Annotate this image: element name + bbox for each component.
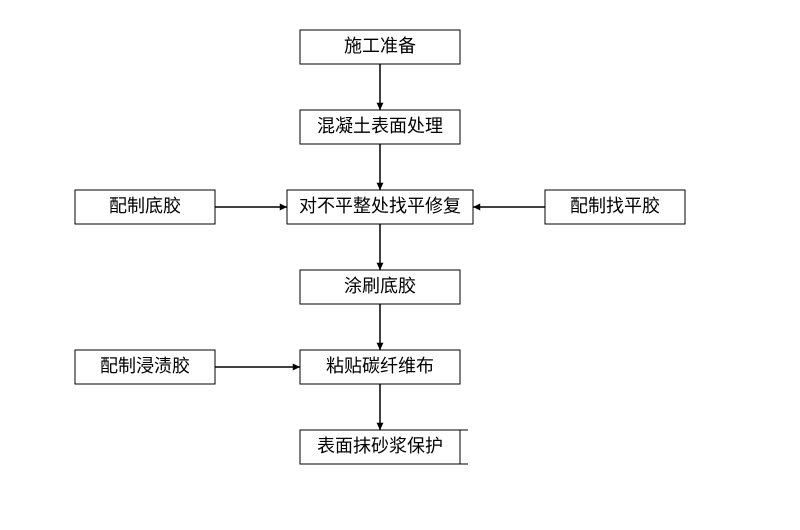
flow-edge bbox=[377, 64, 384, 110]
flow-edge bbox=[473, 204, 545, 211]
flow-node-s1: 配制底胶 bbox=[75, 190, 215, 224]
flow-node-label: 粘贴碳纤维布 bbox=[326, 356, 434, 376]
flow-edge bbox=[377, 384, 384, 430]
flow-node-s2: 配制找平胶 bbox=[545, 190, 685, 224]
flow-node-label: 涂刷底胶 bbox=[344, 276, 416, 296]
flow-edge bbox=[215, 364, 300, 371]
flow-node-s3: 配制浸渍胶 bbox=[75, 350, 215, 384]
arrowhead-icon bbox=[377, 103, 384, 110]
flow-node-n6: 表面抹砂浆保护 bbox=[300, 430, 460, 464]
flow-node-label: 配制浸渍胶 bbox=[100, 356, 190, 376]
flow-edge bbox=[215, 204, 287, 211]
flowchart-canvas: 施工准备混凝土表面处理对不平整处找平修复涂刷底胶粘贴碳纤维布表面抹砂浆保护 配制底… bbox=[0, 0, 800, 530]
flow-node-n1: 施工准备 bbox=[300, 30, 460, 64]
arrowhead-icon bbox=[377, 343, 384, 350]
flow-node-n5: 粘贴碳纤维布 bbox=[300, 350, 460, 384]
flow-node-n2: 混凝土表面处理 bbox=[300, 110, 460, 144]
flow-node-label: 对不平整处找平修复 bbox=[299, 196, 461, 216]
flow-node-label: 配制找平胶 bbox=[570, 196, 660, 216]
flow-node-label: 施工准备 bbox=[344, 36, 416, 56]
arrowhead-icon bbox=[377, 423, 384, 430]
flow-edge bbox=[377, 304, 384, 350]
arrowhead-icon bbox=[280, 204, 287, 211]
arrowhead-icon bbox=[377, 263, 384, 270]
flow-node-n4: 涂刷底胶 bbox=[300, 270, 460, 304]
arrowhead-icon bbox=[473, 204, 480, 211]
flow-edge bbox=[377, 144, 384, 190]
flow-node-label: 配制底胶 bbox=[109, 196, 181, 216]
flow-node-label: 表面抹砂浆保护 bbox=[317, 436, 443, 456]
arrowhead-icon bbox=[377, 183, 384, 190]
flow-edge bbox=[377, 224, 384, 270]
flow-node-label: 混凝土表面处理 bbox=[317, 116, 443, 136]
flow-node-n3: 对不平整处找平修复 bbox=[287, 190, 473, 224]
arrowhead-icon bbox=[293, 364, 300, 371]
